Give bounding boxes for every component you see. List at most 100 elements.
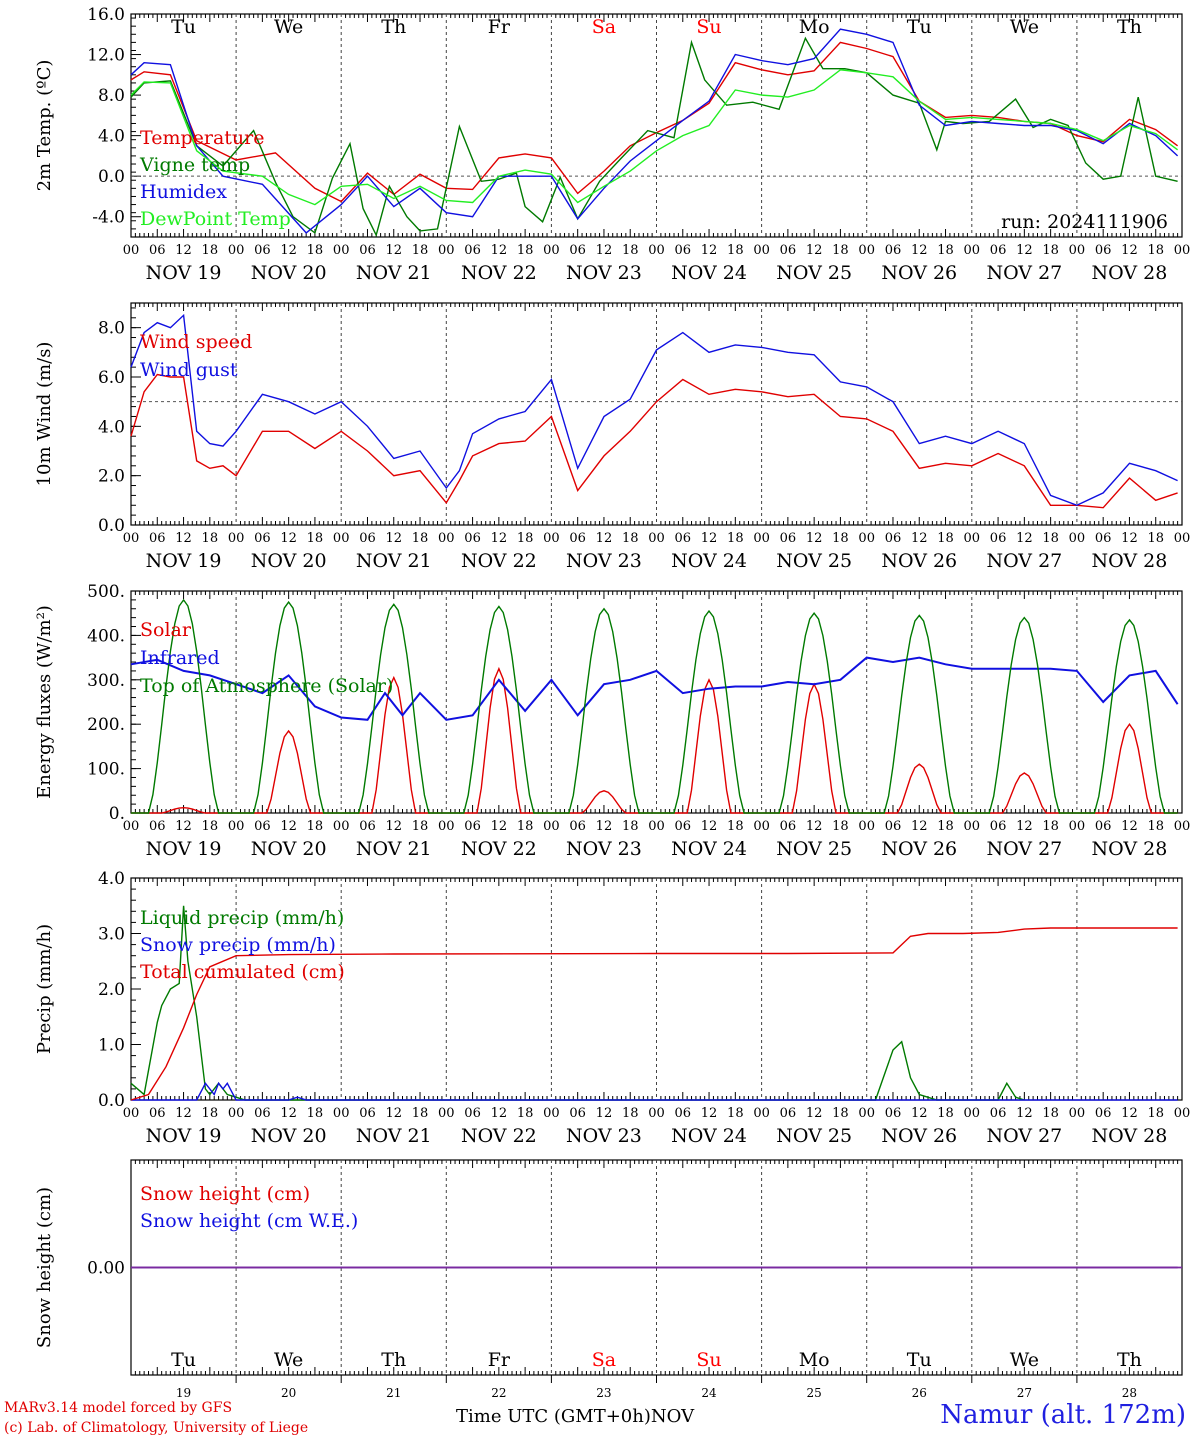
hour-label: 00 bbox=[1069, 243, 1086, 258]
hour-label: 18 bbox=[307, 819, 324, 834]
hour-label: 12 bbox=[175, 531, 192, 546]
legend-entry: DewPoint Temp bbox=[140, 208, 291, 230]
hour-label: 18 bbox=[412, 243, 429, 258]
hour-label: 06 bbox=[569, 243, 586, 258]
hour-label: 18 bbox=[937, 243, 954, 258]
hour-label: 12 bbox=[911, 243, 928, 258]
hour-label: 18 bbox=[937, 819, 954, 834]
date-label: NOV 25 bbox=[776, 550, 852, 572]
hour-label: 12 bbox=[175, 1106, 192, 1121]
date-label: NOV 23 bbox=[566, 262, 642, 284]
hour-label: 18 bbox=[202, 243, 219, 258]
weekday-label: Th bbox=[1117, 16, 1142, 38]
hour-label: 00 bbox=[858, 531, 875, 546]
date-label: NOV 21 bbox=[356, 262, 432, 284]
weekday-label: Mo bbox=[799, 1349, 830, 1371]
station-label: Namur (alt. 172m) bbox=[940, 1400, 1186, 1430]
hour-label: 00 bbox=[543, 819, 560, 834]
weekday-label: Tu bbox=[907, 1349, 932, 1371]
hour-label: 06 bbox=[780, 1106, 797, 1121]
series-line-wind-speed bbox=[130, 373, 1178, 509]
date-label: NOV 28 bbox=[1092, 1125, 1168, 1147]
date-label: NOV 21 bbox=[356, 838, 432, 860]
weekday-label: Th bbox=[381, 1349, 406, 1371]
hour-label: 00 bbox=[438, 243, 455, 258]
legend-entry: Total cumulated (cm) bbox=[140, 961, 345, 983]
hour-label: 06 bbox=[675, 1106, 692, 1121]
hour-label: 06 bbox=[359, 1106, 376, 1121]
hour-label: 06 bbox=[780, 531, 797, 546]
date-label: NOV 22 bbox=[461, 262, 537, 284]
series-line-wind-gust bbox=[130, 313, 1178, 507]
y-axis-label: Snow height (cm) bbox=[34, 1187, 55, 1348]
hour-label: 18 bbox=[622, 1106, 639, 1121]
hour-label: 06 bbox=[780, 243, 797, 258]
legend-entry: Vigne temp bbox=[139, 154, 250, 176]
hour-label: 12 bbox=[911, 531, 928, 546]
series-group-1 bbox=[130, 313, 1178, 509]
hour-label: 00 bbox=[123, 819, 140, 834]
hour-label: 18 bbox=[202, 819, 219, 834]
hour-label: 18 bbox=[202, 531, 219, 546]
hour-label: 12 bbox=[596, 531, 613, 546]
hour-label: 06 bbox=[464, 531, 481, 546]
hour-label: 18 bbox=[1042, 819, 1059, 834]
y-tick-label: 0.0 bbox=[98, 516, 125, 536]
hour-label: 12 bbox=[806, 1106, 823, 1121]
date-label: NOV 19 bbox=[146, 838, 222, 860]
hour-label: 12 bbox=[1016, 819, 1033, 834]
hour-label: 18 bbox=[1147, 1106, 1164, 1121]
hour-label: 12 bbox=[280, 531, 297, 546]
hour-label: 18 bbox=[727, 531, 744, 546]
hour-label: 18 bbox=[1147, 819, 1164, 834]
hour-label: 12 bbox=[911, 819, 928, 834]
y-tick-label: 12.0 bbox=[87, 46, 125, 66]
hour-label: 00 bbox=[1174, 819, 1191, 834]
y-tick-label: 2.0 bbox=[98, 980, 125, 1000]
hour-label: 12 bbox=[385, 243, 402, 258]
hour-label: 06 bbox=[149, 531, 166, 546]
hour-label: 00 bbox=[753, 819, 770, 834]
hour-label: 00 bbox=[228, 243, 245, 258]
hour-label: 06 bbox=[359, 531, 376, 546]
date-label: NOV 24 bbox=[671, 550, 747, 572]
series-group-3 bbox=[130, 905, 1178, 1101]
hour-label: 06 bbox=[780, 819, 797, 834]
date-label: NOV 19 bbox=[146, 550, 222, 572]
credit-line-model: MARv3.14 model forced by GFS bbox=[4, 1400, 233, 1416]
y-tick-label: 0.0 bbox=[98, 167, 125, 187]
date-label: NOV 20 bbox=[251, 838, 327, 860]
hour-label: 06 bbox=[675, 243, 692, 258]
weekday-label: Fr bbox=[488, 1349, 511, 1371]
hour-label: 12 bbox=[1016, 1106, 1033, 1121]
series-line-top-of-atmosphere-solar- bbox=[131, 598, 1178, 814]
date-label: NOV 26 bbox=[881, 1125, 957, 1147]
hour-label: 12 bbox=[701, 243, 718, 258]
weekday-label: We bbox=[274, 1349, 303, 1371]
legend-entry: Temperature bbox=[140, 127, 264, 149]
hour-label: 18 bbox=[307, 531, 324, 546]
day-number-label: 24 bbox=[701, 1386, 717, 1400]
hour-label: 00 bbox=[753, 1106, 770, 1121]
date-label: NOV 28 bbox=[1092, 262, 1168, 284]
hour-label: 06 bbox=[1095, 819, 1112, 834]
hour-label: 00 bbox=[123, 243, 140, 258]
hour-label: 06 bbox=[990, 819, 1007, 834]
hour-label: 12 bbox=[491, 243, 508, 258]
legend-entry: Solar bbox=[140, 619, 192, 641]
hour-label: 12 bbox=[1121, 531, 1138, 546]
hour-label: 00 bbox=[333, 531, 350, 546]
date-label: NOV 20 bbox=[251, 1125, 327, 1147]
date-label: NOV 23 bbox=[566, 838, 642, 860]
hour-label: 06 bbox=[149, 1106, 166, 1121]
day-number-label: 23 bbox=[596, 1386, 611, 1400]
hour-label: 06 bbox=[990, 1106, 1007, 1121]
hour-label: 00 bbox=[1069, 531, 1086, 546]
day-number-label: 25 bbox=[807, 1386, 822, 1400]
weekday-label: We bbox=[1010, 16, 1039, 38]
series-group-0 bbox=[130, 28, 1179, 237]
date-label: NOV 21 bbox=[356, 550, 432, 572]
weekday-label: Th bbox=[1117, 1349, 1142, 1371]
hour-label: 00 bbox=[648, 1106, 665, 1121]
